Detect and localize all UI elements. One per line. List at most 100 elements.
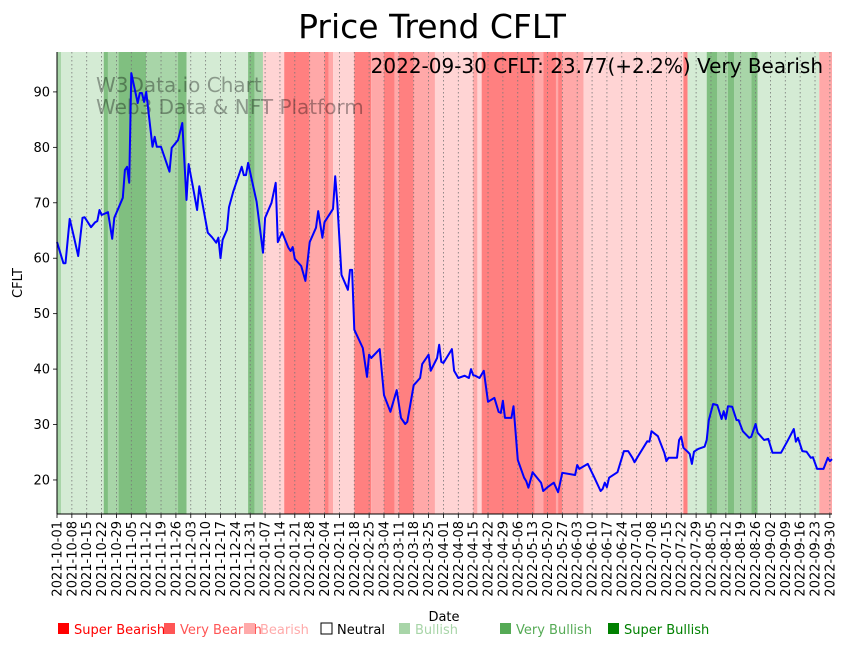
legend-swatch — [500, 623, 511, 634]
band-bull3 — [178, 52, 187, 514]
x-tick-label: 2022-04-15 — [467, 521, 482, 597]
band-bull2 — [57, 52, 62, 514]
legend-label: Super Bearish — [74, 623, 165, 638]
x-tick-label: 2022-03-04 — [377, 521, 392, 597]
x-tick-label: 2021-11-26 — [169, 521, 184, 597]
x-tick-label: 2022-05-20 — [541, 521, 556, 597]
x-tick-label: 2021-12-10 — [199, 521, 214, 597]
x-tick-label: 2022-04-22 — [482, 521, 497, 597]
legend-label: Super Bullish — [624, 623, 709, 638]
x-tick-label: 2022-01-14 — [273, 521, 288, 597]
band-bear2 — [413, 52, 435, 514]
y-axis-label: CFLT — [11, 268, 26, 298]
band-bull3 — [727, 52, 735, 514]
legend-swatch — [320, 622, 333, 635]
band-bear3 — [324, 52, 329, 514]
band-bear2 — [473, 52, 478, 514]
legend-label: Very Bullish — [516, 623, 592, 638]
band-bear1 — [583, 52, 684, 514]
x-tick-label: 2022-02-11 — [333, 521, 348, 597]
band-bull3 — [248, 52, 255, 514]
x-tick-label: 2022-04-08 — [452, 521, 467, 597]
band-bull3 — [103, 52, 108, 514]
x-tick-label: 2022-07-01 — [630, 521, 645, 597]
watermark-line-2: Web3 Data & NFT Platform — [96, 95, 364, 119]
x-tick-label: 2022-09-16 — [794, 521, 809, 597]
x-tick-label: 2021-12-17 — [214, 521, 229, 597]
x-tick-label: 2022-08-19 — [734, 521, 749, 597]
axes: 2021-10-01 2021-10-08 2021-10-15 2021-10-22… — [33, 52, 838, 597]
x-tick-label: 2022-07-15 — [660, 521, 675, 597]
x-tick-label: 2022-07-29 — [690, 521, 705, 597]
band-bull1 — [61, 52, 104, 514]
legend-label: Very Bearish — [180, 623, 262, 638]
y-tick-label: 70 — [33, 196, 50, 211]
price-line — [56, 72, 833, 494]
legend-swatch — [164, 623, 175, 634]
x-tick-label: 2022-02-04 — [318, 521, 333, 597]
band-bear3 — [543, 52, 556, 514]
band-bull1 — [757, 52, 820, 514]
band-bull1 — [186, 52, 249, 514]
band-bear3 — [558, 52, 563, 514]
band-bear2 — [819, 52, 832, 514]
x-tick-label: 2022-06-17 — [600, 521, 615, 597]
x-tick-label: 2021-12-31 — [244, 521, 259, 597]
x-tick-label: 2022-02-18 — [348, 521, 363, 597]
band-bear1 — [333, 52, 355, 514]
legend-label: Neutral — [337, 623, 385, 638]
y-tick-label: 40 — [33, 363, 50, 378]
x-tick-label: 2021-12-24 — [229, 521, 244, 597]
legend-label: Bearish — [260, 623, 309, 638]
x-gridlines — [56, 52, 831, 514]
y-tick-label: 50 — [33, 307, 50, 322]
band-bear1 — [262, 52, 285, 514]
x-tick-label: 2022-05-27 — [556, 521, 571, 597]
x-tick-label: 2021-10-15 — [80, 521, 95, 597]
x-tick-label: 2022-03-25 — [422, 521, 437, 597]
x-tick-label: 2022-04-01 — [437, 521, 452, 597]
x-tick-label: 2022-07-08 — [645, 521, 660, 597]
y-tick-label: 60 — [33, 252, 50, 267]
x-tick-label: 2021-10-01 — [51, 521, 66, 597]
x-tick-label: 2022-08-26 — [749, 521, 764, 597]
y-tick-label: 80 — [33, 141, 50, 156]
x-tick-label: 2022-04-29 — [496, 521, 511, 597]
x-tick-label: 2022-06-03 — [571, 521, 586, 597]
band-bear2 — [394, 52, 399, 514]
watermark-line-1: W3Data.io Chart — [96, 73, 262, 97]
x-tick-label: 2021-10-22 — [95, 521, 110, 597]
band-bear3 — [683, 52, 688, 514]
x-tick-label: 2021-11-12 — [140, 521, 155, 597]
legend-swatch — [58, 623, 69, 634]
x-tick-label: 2021-10-08 — [65, 521, 80, 597]
band-bear1 — [434, 52, 474, 514]
legend-swatch — [244, 623, 255, 634]
x-tick-label: 2022-05-06 — [511, 521, 526, 597]
x-tick-label: 2022-06-10 — [586, 521, 601, 597]
x-tick-label: 2022-02-25 — [363, 521, 378, 597]
band-bear3 — [481, 52, 535, 514]
x-tick-label: 2022-08-05 — [704, 521, 719, 597]
band-bull3 — [706, 52, 718, 514]
band-bear1 — [477, 52, 482, 514]
band-bear2 — [309, 52, 325, 514]
x-tick-label: 2021-11-19 — [155, 521, 170, 597]
x-tick-label: 2022-05-13 — [526, 521, 541, 597]
latest-annotation: 2022-09-30 CFLT: 23.77(+2.2%) Very Beari… — [371, 54, 823, 78]
x-tick-label: 2022-03-18 — [407, 521, 422, 597]
x-tick-label: 2022-09-02 — [764, 521, 779, 597]
band-bull2 — [107, 52, 119, 514]
x-tick-label: 2021-10-29 — [110, 521, 125, 597]
x-tick-label: 2022-07-22 — [675, 521, 690, 597]
band-bear2 — [534, 52, 544, 514]
x-tick-label: 2022-01-21 — [288, 521, 303, 597]
legend-swatch — [608, 623, 619, 634]
legend-label: Bullish — [415, 623, 458, 638]
band-bear2 — [555, 52, 559, 514]
band-bear3 — [354, 52, 372, 514]
band-bull3 — [118, 52, 147, 514]
band-bull2 — [734, 52, 752, 514]
